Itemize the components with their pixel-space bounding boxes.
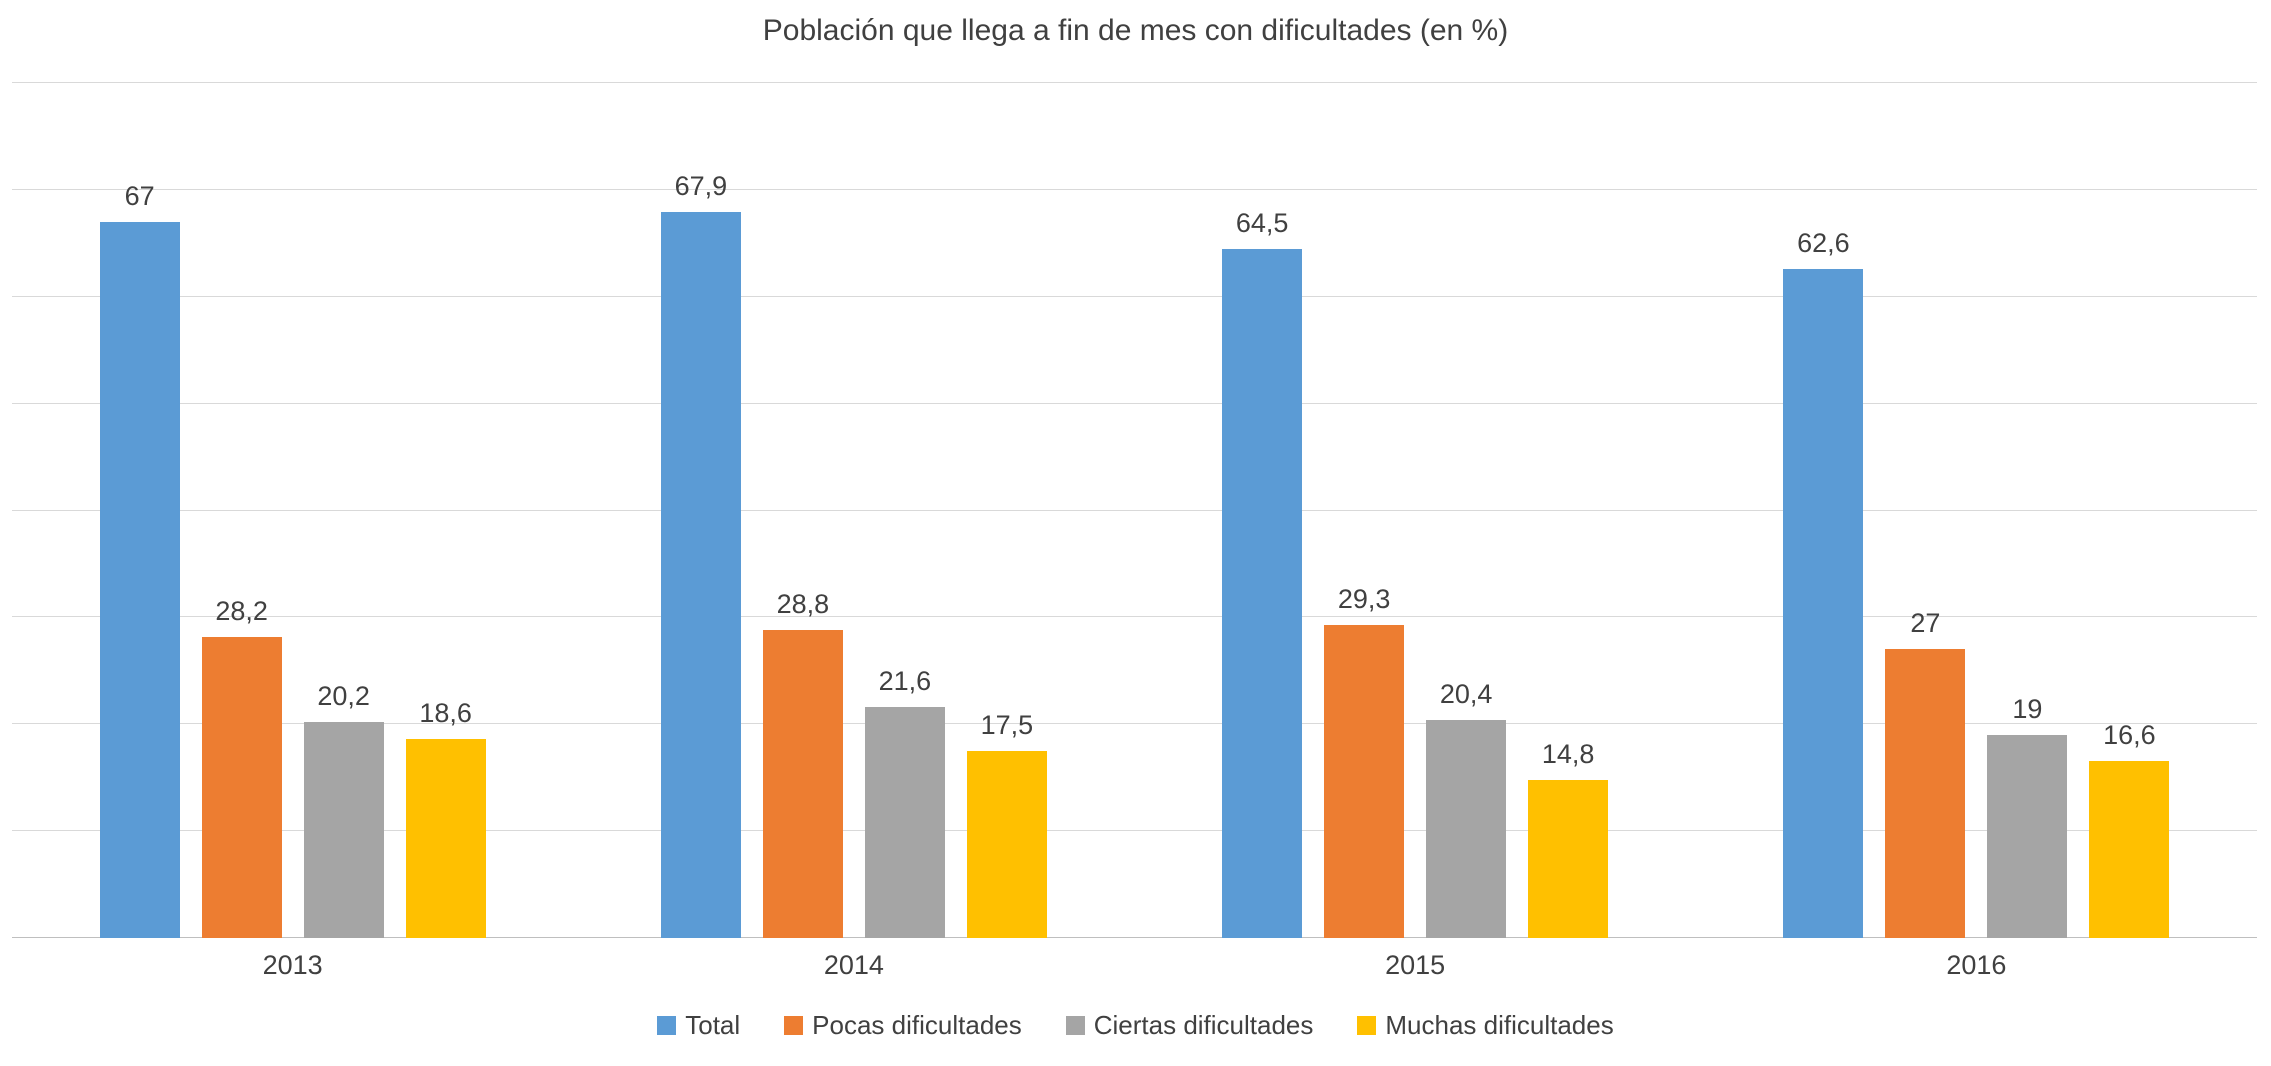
bar-ciertas-dificultades xyxy=(1987,734,2068,938)
value-label: 18,6 xyxy=(419,698,472,729)
value-label: 16,6 xyxy=(2103,719,2156,750)
bar-column: 28,2 xyxy=(201,83,282,938)
bar-ciertas-dificultades xyxy=(303,722,384,938)
bar-total xyxy=(1783,268,1864,938)
bar-group: 64,5 29,3 20,4 14,8 xyxy=(1135,83,1696,938)
gridline xyxy=(12,295,2257,297)
legend-label: Total xyxy=(685,1010,741,1040)
bar-column: 19 xyxy=(1987,83,2068,938)
bar-group: 67,9 28,8 21,6 17,5 xyxy=(573,83,1134,938)
gridline xyxy=(12,188,2257,190)
bar-group: 67 28,2 20,2 18,6 xyxy=(12,83,573,938)
bar-column: 64,5 xyxy=(1222,83,1303,938)
gridline xyxy=(12,616,2257,618)
bar-pocas-dificultades xyxy=(1324,624,1405,938)
bar-column: 62,6 xyxy=(1783,83,1864,938)
bar-column: 67 xyxy=(99,83,180,938)
bar-ciertas-dificultades xyxy=(864,707,945,938)
bar-total xyxy=(99,221,180,938)
gridlines xyxy=(12,82,2257,938)
legend-item: Muchas dificultades xyxy=(1357,1010,1614,1041)
legend-item: Total xyxy=(657,1010,740,1041)
x-axis-line xyxy=(12,937,2257,938)
bar-pocas-dificultades xyxy=(201,636,282,938)
value-label: 20,2 xyxy=(317,681,370,712)
bar-column: 20,2 xyxy=(303,83,384,938)
category-label: 2014 xyxy=(823,950,884,980)
bar-column: 17,5 xyxy=(966,83,1047,938)
legend-marker xyxy=(1357,1016,1377,1035)
bar-muchas-dificultades xyxy=(1528,779,1609,938)
bar-total xyxy=(660,212,741,938)
legend-label: Muchas dificultades xyxy=(1385,1010,1614,1040)
bar-ciertas-dificultades xyxy=(1426,719,1507,938)
value-label: 67 xyxy=(124,180,155,211)
gridline xyxy=(12,402,2257,404)
gridline xyxy=(12,723,2257,725)
value-label: 21,6 xyxy=(878,666,932,697)
value-label: 27 xyxy=(1910,608,1941,639)
value-label: 19 xyxy=(2012,693,2043,724)
value-label: 64,5 xyxy=(1235,207,1289,238)
value-label: 67,9 xyxy=(674,171,728,202)
bar-muchas-dificultades xyxy=(405,739,486,938)
bar-total xyxy=(1222,248,1303,938)
bar-column: 67,9 xyxy=(660,83,741,938)
x-axis-labels: 2013 2014 2015 2016 xyxy=(12,950,2257,981)
category-label: 2015 xyxy=(1385,950,1446,980)
legend-marker xyxy=(657,1016,677,1035)
bar-group: 62,6 27 19 16,6 xyxy=(1696,83,2257,938)
value-label: 29,3 xyxy=(1337,583,1391,614)
value-label: 20,4 xyxy=(1439,678,1493,709)
bar-column: 20,4 xyxy=(1426,83,1507,938)
bar-pocas-dificultades xyxy=(762,630,843,938)
value-label: 28,8 xyxy=(776,589,830,620)
bar-groups: 67 28,2 20,2 18,6 67,9 28,8 21,6 17,5 64,5 29,3 20… xyxy=(12,83,2257,938)
bar-column: 16,6 xyxy=(2089,83,2170,938)
value-label: 28,2 xyxy=(215,595,268,626)
bar-column: 21,6 xyxy=(864,83,945,938)
bar-column: 27 xyxy=(1885,83,1966,938)
plot-area: 67 28,2 20,2 18,6 67,9 28,8 21,6 17,5 64,5 29,3 20… xyxy=(12,82,2257,938)
bar-pocas-dificultades xyxy=(1885,649,1966,938)
category-label: 2016 xyxy=(1946,950,2007,980)
value-label: 62,6 xyxy=(1797,227,1850,258)
legend-item: Ciertas dificultades xyxy=(1065,1010,1314,1041)
bar-column: 18,6 xyxy=(405,83,486,938)
legend-item: Pocas dificultades xyxy=(784,1010,1022,1041)
legend: Total Pocas dificultades Ciertas dificulta… xyxy=(0,1010,2271,1041)
value-label: 14,8 xyxy=(1541,738,1595,769)
bar-column: 28,8 xyxy=(762,83,843,938)
legend-label: Ciertas dificultades xyxy=(1093,1010,1314,1040)
legend-marker xyxy=(1065,1016,1085,1035)
chart-title: Población que llega a fin de mes con dif… xyxy=(762,14,1509,47)
gridline xyxy=(12,509,2257,511)
category-label: 2013 xyxy=(262,950,323,980)
legend-label: Pocas dificultades xyxy=(812,1010,1022,1040)
gridline xyxy=(12,82,2257,83)
legend-marker xyxy=(784,1016,804,1035)
bar-column: 14,8 xyxy=(1528,83,1609,938)
value-label: 17,5 xyxy=(980,709,1034,740)
bar-muchas-dificultades xyxy=(2089,760,2170,938)
bar-muchas-dificultades xyxy=(966,750,1047,938)
gridline xyxy=(12,830,2257,832)
bar-column: 29,3 xyxy=(1324,83,1405,938)
